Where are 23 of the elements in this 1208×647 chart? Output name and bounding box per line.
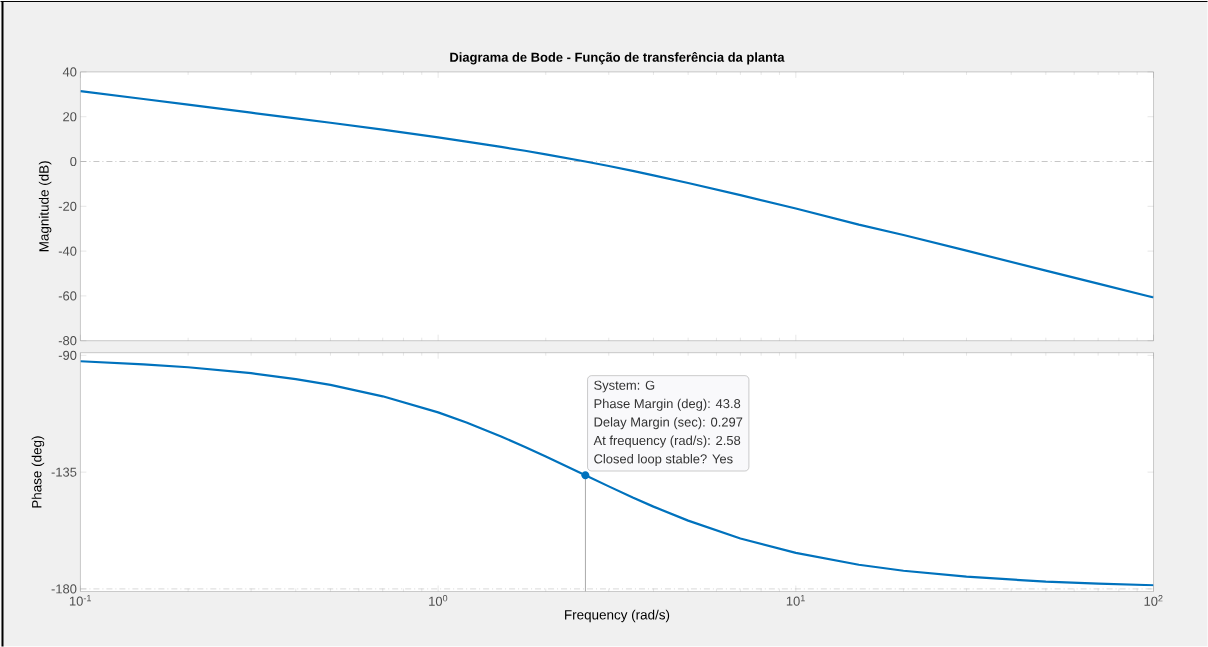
- y-tick-label: -40: [58, 246, 77, 256]
- y-tick-label: 0: [70, 156, 77, 166]
- y-tick-label: -90: [58, 350, 77, 360]
- y-axis-title: Magnitude (dB): [38, 161, 52, 251]
- y-tick-label: -80: [58, 335, 77, 346]
- x-tick-label: 10$^{0}$: [429, 594, 448, 606]
- y-tick-label: 20: [63, 111, 77, 122]
- annotation: Phase Margin (deg): 43.8: [594, 398, 741, 411]
- y-tick-label: -135: [51, 467, 77, 477]
- y-tick-label: 40: [62, 67, 77, 77]
- annotation: System: G: [594, 380, 655, 393]
- x-tick-label: 10$^{2}$: [1144, 594, 1163, 606]
- chart-title: Diagrama de Bode - Função de transferência da planta: [450, 51, 785, 65]
- x-tick-label: 10$^{1}$: [786, 594, 805, 606]
- y-axis-title: Phase (deg): [31, 436, 45, 508]
- y-tick-label: -20: [58, 201, 77, 211]
- annotation: At frequency (rad/s): 2.58: [593, 435, 741, 448]
- annotation: Closed loop stable? Yes: [594, 453, 733, 466]
- x-tick-label: 10$^{-1}$: [69, 594, 91, 606]
- x-axis-title: Frequency (rad/s): [565, 609, 670, 622]
- y-tick-label: -60: [58, 291, 77, 301]
- y-tick-label: -180: [51, 584, 77, 594]
- annotation: Delay Margin (sec): 0.297: [594, 416, 743, 429]
